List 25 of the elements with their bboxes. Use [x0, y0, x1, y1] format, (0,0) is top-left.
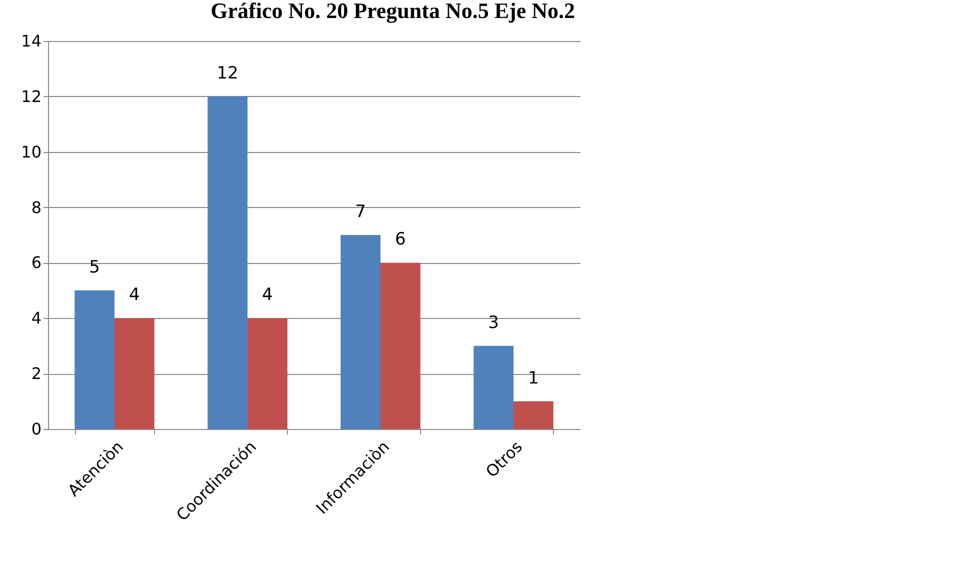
y-tick-label: 14 [21, 32, 42, 50]
y-tick-label: 6 [31, 253, 42, 272]
bar [380, 262, 420, 429]
data-label: 12 [216, 63, 238, 84]
y-tick-label: 2 [31, 364, 42, 384]
bar [74, 290, 114, 429]
data-label: 1 [528, 368, 539, 388]
data-label: 5 [89, 257, 100, 278]
y-tick-label: 10 [21, 142, 42, 162]
chart-title: Gráfico No. 20 Pregunta No.5 Eje No.2 [210, 0, 576, 23]
bar [208, 96, 248, 429]
bar [474, 346, 514, 429]
data-label: 3 [488, 312, 499, 333]
data-label: 7 [355, 202, 366, 222]
bar [248, 318, 288, 429]
bar [340, 235, 380, 429]
data-label: 4 [262, 285, 273, 306]
y-tick-label: 0 [31, 420, 42, 438]
y-tick-label: 12 [21, 86, 42, 106]
y-tick-label: 4 [31, 308, 42, 328]
y-tick-label: 8 [31, 198, 42, 217]
bar [514, 401, 554, 429]
bar [114, 318, 154, 429]
data-label: 6 [395, 230, 406, 250]
data-label: 4 [129, 285, 140, 306]
